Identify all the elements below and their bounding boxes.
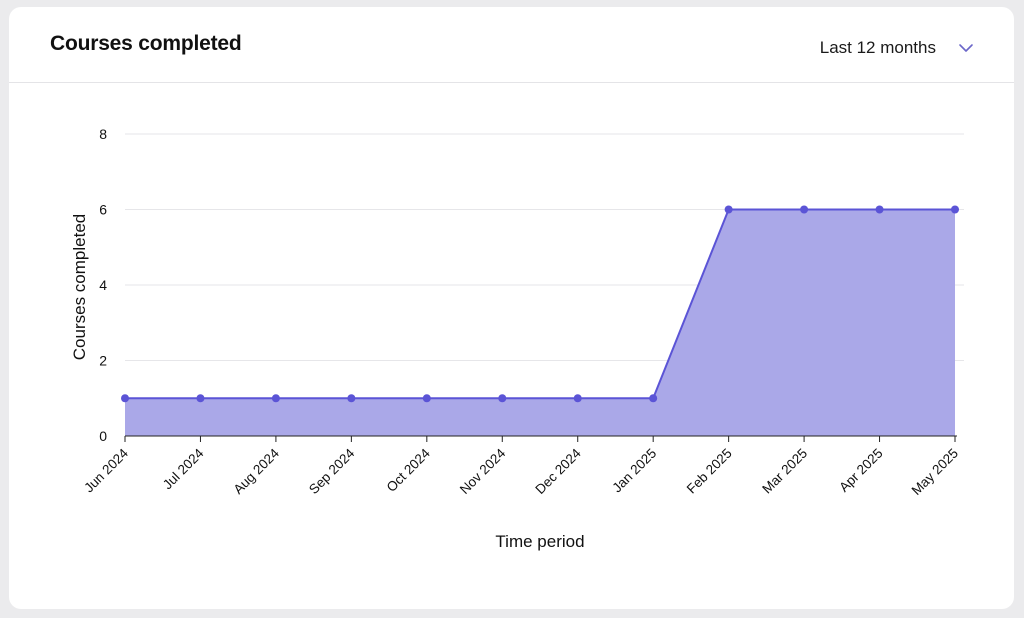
y-axis-title: Courses completed — [70, 214, 89, 360]
data-point — [196, 394, 205, 403]
data-point — [271, 394, 280, 403]
series-area — [125, 208, 955, 436]
y-tick-label: 4 — [99, 277, 107, 293]
y-tick-label: 6 — [99, 202, 107, 218]
x-tick-label: May 2025 — [909, 446, 962, 499]
y-tick-label: 0 — [99, 428, 107, 444]
data-point — [498, 394, 507, 403]
axes — [124, 435, 957, 442]
area-chart: 0 2 4 6 8 Jun 2024 Jul 2024 Aug 2024 Sep 2024 Oct… — [70, 126, 964, 551]
data-point — [800, 205, 809, 214]
data-point — [724, 205, 733, 214]
card-header: Courses completed Last 12 months — [9, 7, 1014, 83]
period-select-value: Last 12 months — [819, 38, 936, 57]
data-point — [422, 394, 431, 403]
series-points — [121, 205, 959, 403]
card-title: Courses completed — [50, 32, 242, 55]
x-tick-label: Feb 2025 — [684, 446, 735, 497]
chart-card: Courses completed Last 12 months 0 2 4 6 8 Ju… — [9, 7, 1014, 609]
y-tick-label: 2 — [99, 353, 107, 369]
x-tick-label: Dec 2024 — [532, 445, 584, 497]
data-point — [573, 394, 582, 403]
x-tick-label: Jan 2025 — [609, 446, 659, 496]
x-tick-label: Nov 2024 — [457, 445, 509, 497]
data-point — [951, 205, 959, 214]
chevron-down-icon — [959, 44, 973, 52]
data-point — [347, 394, 356, 403]
x-tick-label: Mar 2025 — [759, 446, 810, 497]
y-tick-label: 8 — [99, 126, 107, 142]
data-point — [875, 205, 884, 214]
x-axis-title: Time period — [495, 532, 584, 551]
data-point — [649, 394, 658, 403]
x-tick-label: Apr 2025 — [836, 446, 885, 495]
x-tick-label: Sep 2024 — [306, 445, 358, 497]
period-select[interactable]: Last 12 months — [820, 34, 974, 62]
x-tick-label: Jul 2024 — [160, 445, 207, 492]
x-tick-label: Jun 2024 — [81, 445, 131, 495]
x-tick-label: Oct 2024 — [384, 445, 434, 495]
data-point — [121, 394, 129, 403]
series-line — [125, 208, 955, 400]
area-fill — [125, 209, 955, 436]
x-tick-label: Aug 2024 — [231, 445, 283, 497]
